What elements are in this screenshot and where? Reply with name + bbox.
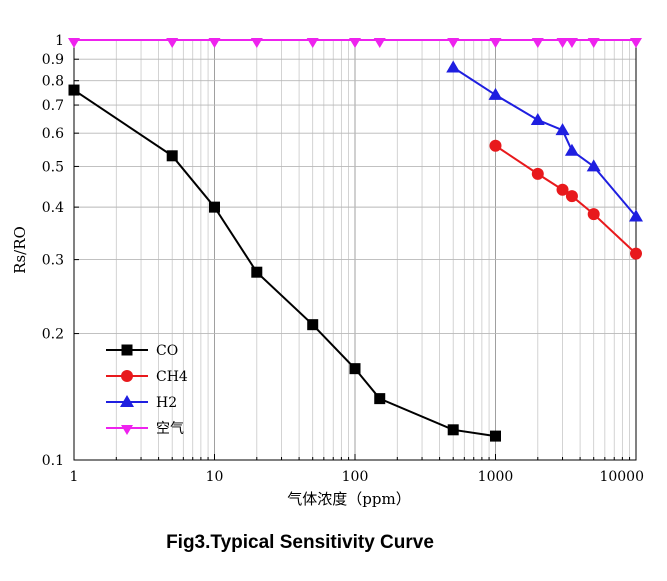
y-tick-label: 0.1	[42, 453, 64, 469]
series-air	[68, 38, 642, 48]
series-co	[68, 84, 501, 442]
grid-lines	[74, 40, 636, 460]
figure-caption: Fig3.Typical Sensitivity Curve	[166, 532, 434, 553]
data-point-air	[531, 38, 544, 48]
x-tick-label: 100	[342, 469, 369, 485]
data-point-h2	[586, 159, 601, 172]
data-point-co	[349, 363, 361, 375]
x-tick-label: 1	[70, 469, 79, 485]
series-layer	[68, 38, 643, 442]
y-tick-label: 0.5	[42, 159, 64, 175]
data-point-h2	[488, 87, 503, 100]
data-point-co	[209, 201, 220, 213]
data-point-co	[166, 150, 178, 162]
data-point-ch4	[587, 208, 600, 221]
data-point-air	[565, 38, 578, 48]
y-tick-label: 0.6	[42, 126, 64, 142]
data-point-air	[556, 38, 569, 48]
data-point-ch4	[565, 190, 578, 203]
legend-label-ch4: CH4	[156, 369, 188, 385]
legend: CO CH4 H2 空气	[106, 343, 188, 437]
y-tick-label: 0.3	[42, 253, 64, 269]
y-tick-label: 1	[55, 33, 64, 49]
data-point-co	[490, 430, 501, 442]
y-tick-label: 0.4	[42, 200, 64, 216]
data-point-ch4	[531, 167, 544, 180]
legend-marker-co	[121, 344, 133, 356]
series-ch4	[489, 139, 642, 260]
series-line-ch4	[494, 144, 637, 255]
data-point-co	[251, 266, 263, 278]
data-point-co	[307, 319, 319, 331]
data-point-ch4	[556, 183, 569, 196]
data-point-air	[306, 38, 319, 48]
data-point-h2	[555, 123, 570, 136]
data-point-co	[447, 424, 459, 436]
x-axis-label: 气体浓度（ppm）	[287, 490, 410, 508]
legend-marker-h2	[120, 395, 134, 407]
series-line-co	[73, 89, 496, 438]
data-point-h2	[629, 209, 643, 222]
data-point-ch4	[630, 247, 642, 260]
data-point-air	[208, 38, 221, 48]
data-point-h2	[564, 143, 579, 156]
y-tick-label: 0.8	[42, 74, 64, 90]
data-point-co	[68, 84, 80, 96]
axis-ticks: 1 10 100 1000 10000 0.1 0.2 0.3 0.4 0.5 0.6 0.7 0.8 0…	[42, 33, 644, 485]
data-point-air	[250, 38, 263, 48]
data-point-air	[373, 38, 386, 48]
legend-marker-air	[121, 425, 133, 435]
data-point-air	[447, 38, 460, 48]
chart-svg: 1 10 100 1000 10000 0.1 0.2 0.3 0.4 0.5 0.6 0.7 0.8 0…	[11, 33, 644, 508]
data-point-air	[68, 38, 80, 48]
data-point-h2	[530, 112, 545, 125]
series-h2	[446, 60, 643, 222]
sensitivity-chart: 1 10 100 1000 10000 0.1 0.2 0.3 0.4 0.5 0.6 0.7 0.8 0…	[11, 33, 644, 508]
x-tick-label: 10	[206, 469, 224, 485]
data-point-air	[349, 38, 361, 48]
y-tick-label: 0.9	[42, 52, 64, 68]
legend-label-air: 空气	[156, 421, 184, 437]
y-tick-label: 0.7	[42, 98, 64, 114]
data-point-air	[630, 38, 642, 48]
x-tick-label: 1000	[478, 469, 514, 485]
legend-marker-ch4	[121, 370, 133, 382]
x-tick-label: 10000	[599, 469, 644, 485]
data-point-air	[166, 38, 179, 48]
data-point-ch4	[489, 139, 502, 152]
data-point-air	[587, 38, 600, 48]
y-axis-label: Rs/RO	[11, 226, 29, 274]
y-tick-label: 0.2	[42, 327, 64, 343]
series-line-h2	[452, 66, 637, 218]
data-point-co	[374, 393, 386, 405]
legend-label-co: CO	[156, 343, 178, 359]
data-point-h2	[446, 60, 461, 73]
legend-label-h2: H2	[156, 395, 177, 411]
data-point-air	[489, 38, 502, 48]
